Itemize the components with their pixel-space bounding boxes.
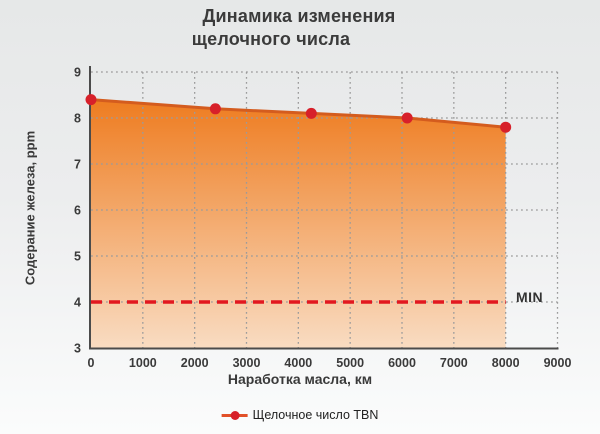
y-tick-label: 3 xyxy=(74,342,81,356)
x-tick-label: 4000 xyxy=(284,356,312,370)
x-tick-label: 1000 xyxy=(129,356,157,370)
y-tick-label: 5 xyxy=(74,250,81,264)
data-point xyxy=(209,103,221,115)
legend-line-dot-icon xyxy=(221,410,248,420)
legend: Щелочное число TBN xyxy=(221,408,379,422)
chart-title-line2: щелочного числа xyxy=(191,29,351,49)
legend-series-label: Щелочное число TBN xyxy=(252,408,379,422)
x-tick-label: 2000 xyxy=(181,356,209,370)
legend-dot-icon xyxy=(230,410,240,420)
min-threshold-label: MIN xyxy=(516,289,544,305)
y-tick-label: 6 xyxy=(74,204,81,218)
x-tick-label: 6000 xyxy=(388,356,416,370)
x-tick-label: 8000 xyxy=(492,356,520,370)
x-axis-label: Наработка масла, км xyxy=(227,371,373,387)
data-point xyxy=(500,121,512,133)
x-tick-label: 0 xyxy=(88,356,95,370)
y-tick-label: 8 xyxy=(74,112,81,126)
data-point xyxy=(305,107,317,119)
chart-title-line1: Динамика изменения xyxy=(202,6,396,26)
x-tick-label: 5000 xyxy=(336,356,364,370)
data-point xyxy=(401,112,413,124)
x-tick-label: 9000 xyxy=(544,356,572,370)
data-point xyxy=(85,94,97,106)
y-tick-label: 4 xyxy=(74,296,81,310)
y-tick-label: 9 xyxy=(74,66,81,80)
y-tick-label: 7 xyxy=(74,158,81,172)
x-tick-label: 7000 xyxy=(440,356,468,370)
x-tick-label: 3000 xyxy=(233,356,261,370)
